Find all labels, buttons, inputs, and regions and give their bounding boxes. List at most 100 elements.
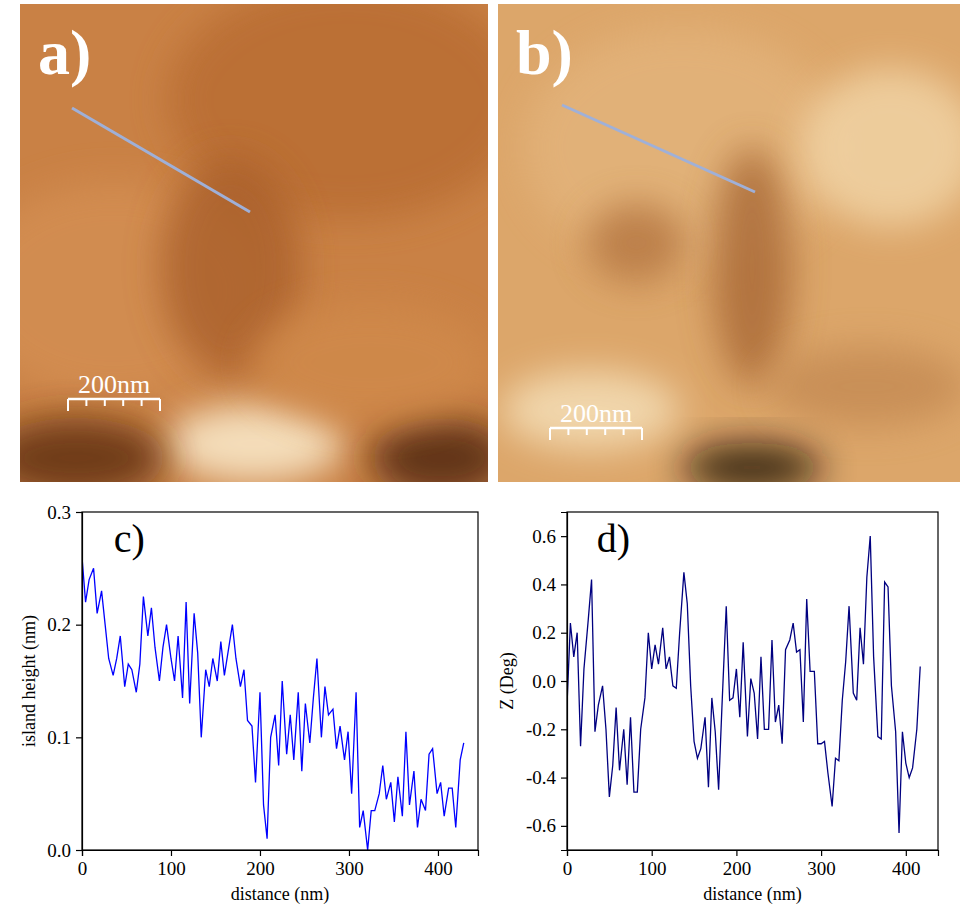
scale-bar-tick [122, 399, 124, 406]
afm-image [20, 4, 488, 482]
y-tick: 0.6 [532, 526, 567, 547]
scale-bar-label: 200nm [78, 370, 150, 399]
data-line [567, 536, 920, 833]
y-tick-mark [561, 681, 567, 682]
scale-bar: 200nm [550, 399, 642, 440]
x-tick-mark [652, 850, 653, 856]
image-texture [801, 67, 960, 227]
y-tick-mark [561, 777, 567, 778]
y-tick-label: 0.6 [532, 526, 556, 547]
y-tick-label: -0.4 [526, 767, 557, 788]
y-axis-title: island height (nm) [19, 615, 40, 747]
y-tick-label: 0.2 [47, 614, 71, 635]
x-tick-label: 300 [807, 858, 836, 879]
x-tick: 0 [563, 850, 573, 879]
data-line [82, 557, 464, 850]
x-tick-label: 0 [78, 858, 88, 879]
image-texture [251, 303, 488, 423]
x-axis: 0 100 200 300 400 [563, 850, 939, 879]
image-texture [682, 443, 822, 482]
panel-label: a) [38, 17, 91, 88]
x-tick: 100 [638, 850, 667, 879]
x-tick: 300 [807, 850, 836, 879]
y-tick-mark [561, 536, 567, 537]
profile-line [72, 108, 250, 212]
x-tick-label: 400 [424, 858, 453, 879]
x-tick-label: 200 [246, 858, 275, 879]
y-tick-label: 0.1 [47, 727, 71, 748]
x-tick-label: 0 [563, 858, 573, 879]
y-tick-label: 0.3 [47, 502, 71, 523]
scale-bar-tick [567, 428, 569, 435]
x-tick-label: 300 [335, 858, 364, 879]
y-tick-label: -0.6 [526, 815, 556, 836]
x-tick: 0 [78, 850, 88, 879]
image-texture [587, 203, 687, 283]
scale-bar-tick [604, 428, 606, 435]
scale-bar-tick [67, 399, 69, 411]
y-tick-mark [561, 584, 567, 585]
x-tick: 200 [723, 850, 752, 879]
image-texture [768, 346, 960, 426]
scale-bar-label: 200nm [560, 399, 632, 428]
image-texture [20, 418, 166, 482]
panel-label: d) [597, 516, 630, 561]
image-texture [500, 370, 680, 450]
x-tick-mark [260, 850, 261, 856]
plot-frame [567, 512, 938, 850]
y-tick-mark [76, 737, 82, 738]
afm-image [498, 4, 960, 482]
figure: a) 200nm b) 200nm 0 100 200 300 400 0.0 0.1 0.2 0.3 d… [0, 0, 966, 910]
plot-frame [82, 512, 478, 850]
x-axis-line [83, 851, 479, 857]
x-axis-title: distance (nm) [231, 884, 329, 905]
x-tick-mark [171, 850, 172, 856]
scale-bar-tick [641, 428, 643, 440]
x-tick-label: 100 [157, 858, 186, 879]
y-tick: 0.3 [47, 502, 82, 523]
x-tick: 400 [892, 850, 921, 879]
x-tick-mark [906, 850, 907, 856]
x-tick-mark [438, 850, 439, 856]
y-tick: 0.2 [532, 622, 567, 643]
image-texture [371, 418, 488, 482]
x-tick-label: 400 [892, 858, 921, 879]
x-axis: 0 100 200 300 400 [78, 850, 479, 879]
scale-bar-tick [104, 399, 106, 406]
x-tick-mark [821, 850, 822, 856]
x-axis-line [568, 851, 939, 857]
y-tick: -0.4 [526, 767, 567, 788]
x-tick-mark [349, 850, 350, 856]
x-tick: 100 [157, 850, 186, 879]
x-tick: 300 [335, 850, 364, 879]
y-tick-label: 0.2 [532, 622, 556, 643]
scale-bar-tick [586, 428, 588, 435]
y-tick-mark [561, 729, 567, 730]
x-tick: 200 [246, 850, 275, 879]
y-tick: -0.2 [526, 719, 567, 740]
chart: 0 100 200 300 400 0.0 0.1 0.2 0.3 distance (nm) is… [19, 502, 478, 905]
x-tick-label: 100 [638, 858, 667, 879]
scale-bar-tick [549, 428, 551, 440]
y-tick: -0.6 [526, 815, 567, 836]
y-tick-mark [76, 850, 82, 851]
plot-area [567, 536, 920, 833]
y-tick: 0.4 [532, 574, 567, 595]
scale-bar-tick [159, 399, 161, 411]
y-tick-mark [76, 625, 82, 626]
panel-label: c) [114, 516, 145, 561]
y-tick-label: 0.4 [532, 574, 556, 595]
scale-bar: 200nm [68, 370, 160, 411]
y-tick: 0.2 [47, 614, 82, 635]
scale-bar-tick [85, 399, 87, 406]
panel-label: b) [516, 17, 573, 88]
plot-area [82, 557, 464, 850]
y-tick: 0.0 [47, 840, 82, 861]
x-axis-title: distance (nm) [703, 884, 801, 905]
y-tick: 0.0 [532, 671, 567, 692]
chart: 0 100 200 300 400 -0.6 -0.4 -0.2 0.0 0.2 0.4 0.6 dis… [497, 512, 938, 905]
y-tick-label: 0.0 [47, 840, 71, 861]
x-tick-mark [736, 850, 737, 856]
y-tick-mark [561, 826, 567, 827]
y-axis-line [76, 513, 83, 851]
